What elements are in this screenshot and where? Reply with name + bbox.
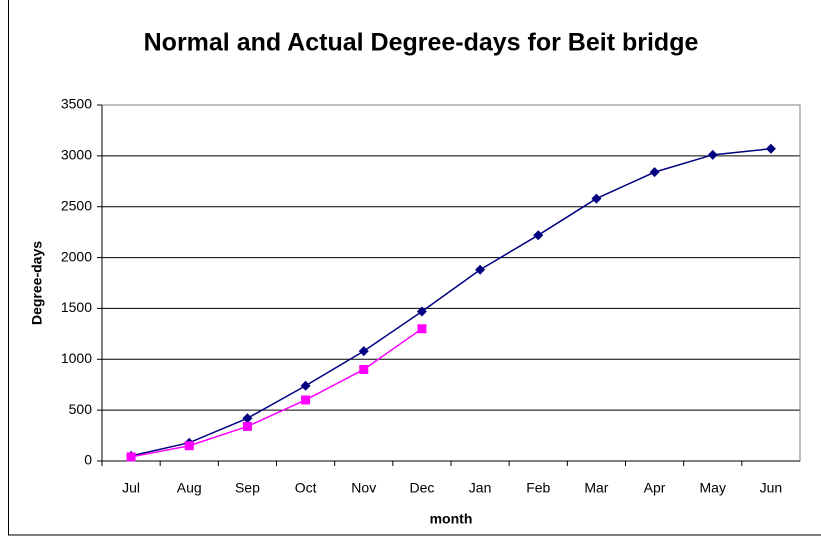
marker (301, 395, 311, 405)
plot-area (101, 104, 801, 462)
y-tick-label: 0 (84, 452, 92, 468)
marker (242, 421, 252, 431)
marker (242, 413, 253, 424)
x-tick-label: Oct (295, 480, 317, 496)
x-tick-label: Jan (469, 480, 492, 496)
series-line (130, 328, 423, 458)
x-axis-label: month (430, 511, 473, 527)
y-tick-label: 3000 (61, 147, 92, 163)
marker (359, 364, 369, 374)
y-axis-label: Degree-days (29, 241, 45, 325)
y-tick-label: 500 (69, 401, 93, 417)
marker (475, 264, 486, 275)
marker (649, 167, 660, 178)
y-tick-label: 1000 (61, 350, 92, 366)
marker (184, 441, 194, 451)
x-tick-label: Apr (644, 480, 666, 496)
marker (417, 324, 427, 334)
x-tick-label: Sep (235, 480, 260, 496)
y-tick-label: 2500 (61, 197, 92, 213)
x-tick-label: Feb (526, 480, 550, 496)
chart-title: Normal and Actual Degree-days for Beit b… (144, 29, 699, 57)
marker (533, 230, 544, 241)
y-tick-label: 3500 (61, 96, 92, 112)
y-tick-label: 2000 (61, 248, 92, 264)
x-tick-label: Dec (409, 480, 434, 496)
marker (358, 346, 369, 357)
chart-frame (8, 0, 821, 536)
x-tick-label: May (700, 480, 726, 496)
marker (707, 149, 718, 160)
x-tick-label: Jun (760, 480, 783, 496)
x-tick-label: Aug (177, 480, 202, 496)
y-tick-label: 1500 (61, 299, 92, 315)
marker (300, 380, 311, 391)
x-tick-label: Mar (584, 480, 608, 496)
x-tick-label: Nov (351, 480, 376, 496)
marker (416, 306, 427, 317)
series-line (130, 147, 771, 457)
marker (126, 452, 136, 462)
marker (765, 143, 776, 154)
x-tick-label: Jul (122, 480, 140, 496)
marker (591, 193, 602, 204)
